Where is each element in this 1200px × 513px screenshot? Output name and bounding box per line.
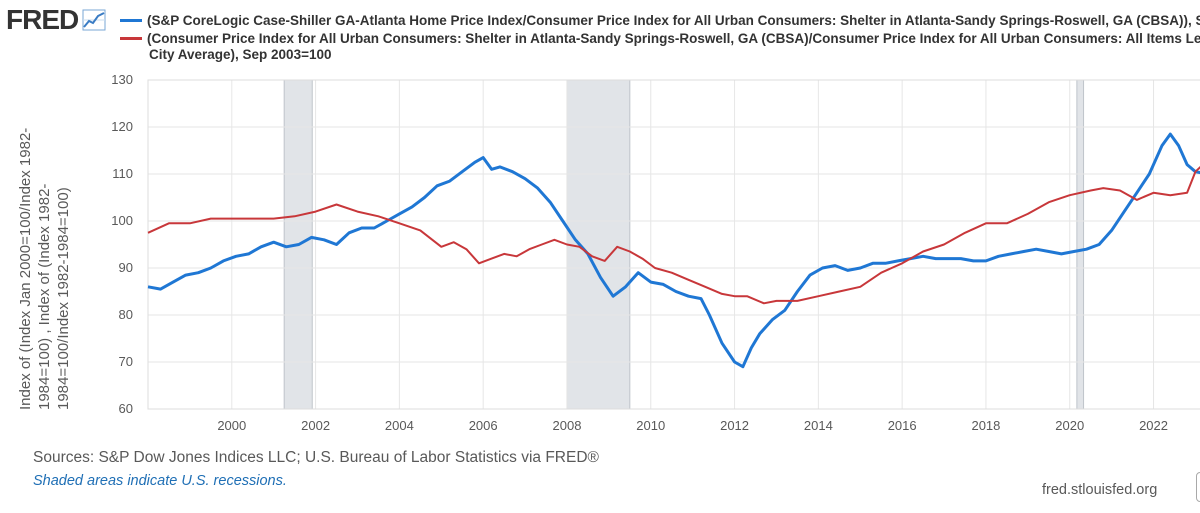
y-axis-label-line-3: 1984=100/Index 1982-1984=100) [55,187,72,410]
series-line-home-price [147,132,1200,369]
y-tick-label: 70 [119,354,133,369]
series-line-shelter-cpi [147,166,1200,305]
recession-note: Shaded areas indicate U.S. recessions. [33,473,287,489]
legend-label-continuation: City Average), Sep 2003=100 [149,47,332,62]
legend-entry-home-price[interactable]: (S&P CoreLogic Case-Shiller GA-Atlanta H… [120,13,1200,28]
x-tick-label: 2016 [888,418,917,433]
legend-entry-shelter-cpi[interactable]: (Consumer Price Index for All Urban Cons… [120,31,1200,46]
x-tick-label: 2006 [469,418,498,433]
y-axis-label-line-1: Index of (Index Jan 2000=100/Index 1982- [17,128,34,410]
legend-label-home-price: (S&P CoreLogic Case-Shiller GA-Atlanta H… [147,13,1200,28]
x-tick-label: 2020 [1055,418,1084,433]
x-tick-label: 2002 [301,418,330,433]
legend-label-shelter-cpi: (Consumer Price Index for All Urban Cons… [147,31,1200,46]
legend-swatch-blue [120,18,142,22]
fred-logo[interactable]: FRED [6,4,106,35]
y-axis-ticks: 60 70 80 90 100 110 120 130 [111,72,133,416]
series-lines [147,132,1200,369]
legend-swatch-red [120,36,142,40]
x-tick-label: 2014 [804,418,833,433]
recession-bands [283,79,1085,410]
y-tick-label: 100 [111,213,133,228]
x-axis-ticks: 2000 2002 2004 2006 2008 2010 2012 2014 2016 2018… [217,418,1168,433]
y-tick-label: 120 [111,119,133,134]
x-tick-label: 2012 [720,418,749,433]
x-tick-label: 2004 [385,418,414,433]
share-button-edge[interactable] [1196,472,1200,502]
x-tick-label: 2010 [636,418,665,433]
y-axis-label-line-2: 1984=100) , Index of (Index 1982- [36,184,53,410]
line-chart-icon [82,9,106,31]
fred-logo-text: FRED [6,4,79,35]
recession-band-2 [566,79,631,410]
x-tick-label: 2008 [553,418,582,433]
legend-continuation: City Average), Sep 2003=100 [149,47,331,62]
source-credit: Sources: S&P Dow Jones Indices LLC; U.S.… [33,449,599,466]
y-tick-label: 80 [119,307,133,322]
x-tick-label: 2022 [1139,418,1168,433]
fred-url[interactable]: fred.stlouisfed.org [1042,482,1158,498]
plot-border [147,79,1200,410]
recession-band-3 [1076,79,1085,410]
x-tick-label: 2000 [217,418,246,433]
y-tick-label: 90 [119,260,133,275]
y-tick-label: 60 [119,401,133,416]
x-tick-label: 2018 [971,418,1000,433]
y-tick-label: 130 [111,72,133,87]
y-tick-label: 110 [112,166,133,181]
